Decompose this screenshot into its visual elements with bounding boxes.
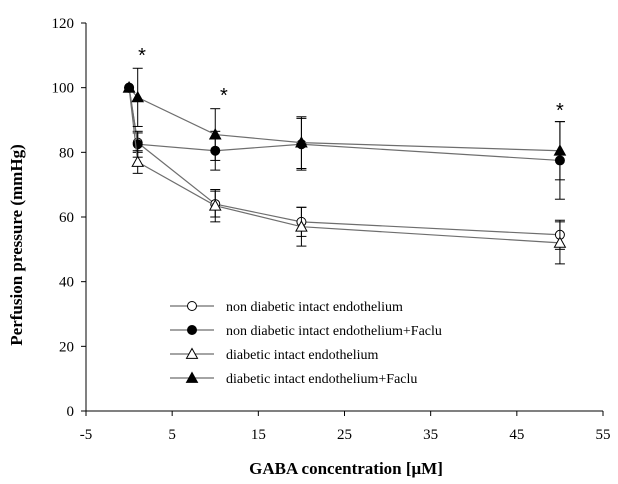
series-1 [124, 82, 565, 250]
x-tick-label: 55 [596, 427, 611, 443]
data-point [553, 144, 567, 156]
legend-item-1: non diabetic intact endothelium [170, 300, 403, 315]
y-tick-label: 40 [59, 275, 74, 291]
legend-marker [187, 301, 197, 311]
series-3 [122, 81, 567, 265]
legend-marker [187, 325, 197, 335]
legend-item-2: non diabetic intact endothelium+Faclu [170, 324, 442, 339]
legend-marker [185, 347, 199, 359]
x-tick-label: 35 [423, 427, 438, 443]
data-point [122, 81, 136, 93]
x-tick-label: 5 [168, 427, 176, 443]
data-point [295, 220, 308, 232]
legend-label: non diabetic intact endothelium [226, 300, 403, 315]
y-tick-label: 0 [67, 404, 75, 420]
series-line [128, 87, 560, 236]
x-axis-ticks: -5 5 15 25 35 45 55 [80, 411, 611, 443]
legend: non diabetic intact endothelium non diabe… [170, 300, 442, 387]
x-tick-label: -5 [80, 427, 93, 443]
data-point [131, 155, 145, 167]
data-point [208, 199, 222, 211]
legend-item-4: diabetic intact endothelium+Faclu [170, 371, 417, 387]
data-point [132, 139, 143, 150]
series-2 [124, 82, 565, 200]
x-tick-label: 15 [251, 427, 266, 443]
legend-label: diabetic intact endothelium+Faclu [226, 372, 417, 387]
y-tick-label: 60 [59, 210, 74, 226]
series-line [128, 87, 560, 244]
x-axis-label: GABA concentration [μM] [249, 459, 443, 478]
legend-item-3: diabetic intact endothelium [170, 347, 379, 363]
legend-marker [185, 371, 199, 383]
y-axis-ticks: 0 20 40 60 80 100 120 [52, 16, 86, 420]
series-4 [122, 67, 567, 181]
y-tick-label: 100 [52, 81, 75, 97]
annotation-layer: * * * [138, 45, 564, 122]
data-point [131, 90, 145, 103]
legend-label: diabetic intact endothelium [226, 348, 379, 363]
x-tick-label: 45 [509, 427, 524, 443]
x-tick-label: 25 [337, 427, 352, 443]
significance-star: * [556, 100, 564, 122]
significance-star: * [220, 85, 228, 107]
data-point [553, 236, 567, 248]
y-tick-label: 20 [59, 339, 74, 355]
series-layer [122, 67, 567, 265]
significance-star: * [138, 45, 146, 67]
data-point [208, 128, 222, 140]
data-point [295, 136, 308, 148]
series-line [128, 87, 560, 152]
y-tick-label: 80 [59, 145, 74, 161]
y-tick-label: 120 [52, 16, 75, 32]
y-axis-label: Perfusion pressure (mmHg) [7, 144, 26, 345]
legend-label: non diabetic intact endothelium+Faclu [226, 324, 442, 339]
